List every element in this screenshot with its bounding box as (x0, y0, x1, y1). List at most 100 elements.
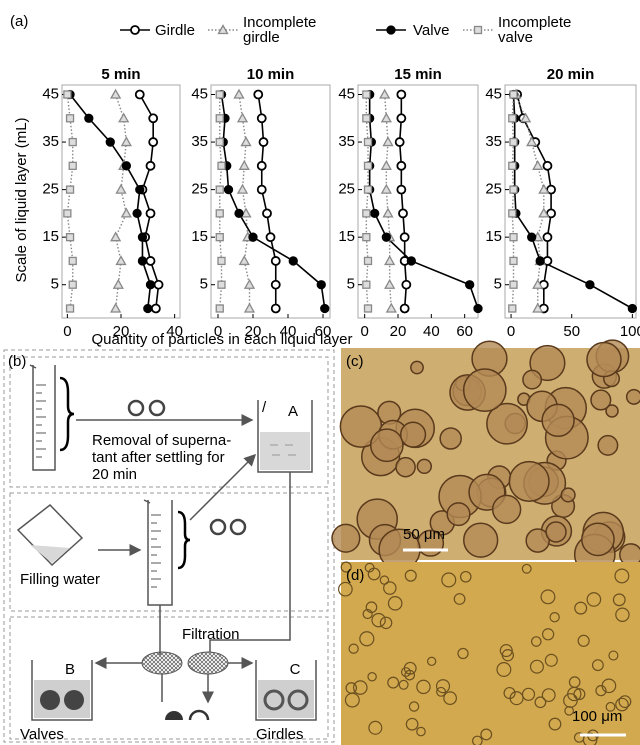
liquid (258, 680, 314, 718)
particle (435, 679, 451, 694)
point (508, 161, 517, 170)
point (384, 278, 396, 289)
particle (586, 341, 622, 378)
point (382, 207, 394, 218)
series-line (69, 94, 152, 309)
particle (387, 596, 403, 611)
point (65, 233, 75, 242)
frame (9, 616, 329, 740)
point (217, 280, 226, 289)
y-tick-label: 25 (191, 181, 208, 198)
brace (177, 510, 191, 570)
particle (400, 667, 411, 678)
point (110, 302, 122, 313)
beaker (255, 660, 317, 721)
particle (416, 679, 431, 695)
particle (540, 589, 556, 605)
particle (345, 682, 358, 694)
particle (369, 428, 404, 463)
particle (127, 399, 145, 417)
point (396, 160, 407, 171)
particle (371, 612, 386, 628)
y-tick-label: 35 (42, 133, 59, 150)
particle (416, 458, 433, 475)
frame (9, 492, 329, 612)
point (68, 137, 77, 147)
valve-icon (165, 711, 183, 720)
particle (410, 360, 424, 375)
y-tick-label: 5 (200, 276, 208, 293)
point (110, 88, 122, 99)
particle (387, 676, 400, 689)
y-tick-label: 15 (191, 228, 208, 245)
point (115, 183, 127, 194)
particle (446, 502, 471, 527)
point (406, 256, 416, 266)
point (363, 185, 373, 194)
point (401, 279, 412, 290)
particle (416, 726, 426, 737)
point (215, 304, 224, 313)
point (223, 184, 234, 195)
point (253, 89, 264, 100)
particle (472, 735, 483, 745)
beaker (257, 400, 313, 473)
particle (404, 669, 416, 681)
particle (426, 656, 437, 667)
point (148, 113, 159, 124)
x-tick-label: 50 (563, 323, 580, 340)
filter (187, 651, 229, 675)
particle (549, 611, 560, 623)
point (379, 88, 391, 99)
particle (453, 593, 466, 605)
x-tick-label: 0 (360, 323, 368, 340)
point (508, 304, 517, 313)
point (256, 184, 267, 195)
beaker-label: C (290, 661, 301, 678)
particle (408, 701, 420, 712)
point (68, 256, 77, 266)
y-tick-label: 5 (494, 276, 502, 293)
particle (529, 659, 544, 674)
point (399, 303, 410, 314)
brace (59, 376, 75, 452)
particle (577, 634, 590, 647)
step-text: tant after settling for (92, 449, 225, 466)
scale-bar-label: 50 μm (403, 526, 445, 543)
point (362, 233, 371, 242)
point (270, 279, 281, 290)
series-line (511, 94, 515, 309)
flow-line (159, 472, 291, 655)
point (394, 137, 405, 147)
scale-bar-label: 100 μm (572, 708, 622, 725)
point (121, 161, 132, 171)
point (153, 279, 164, 290)
point (120, 136, 132, 147)
x-tick-label: 40 (423, 323, 440, 340)
point (215, 209, 224, 218)
point (473, 303, 483, 314)
x-tick-label: 20 (245, 323, 262, 340)
particle (582, 732, 598, 745)
point (135, 184, 145, 195)
particle (541, 403, 575, 438)
particle (612, 593, 626, 607)
valve-icon (64, 690, 84, 710)
series-line (114, 94, 128, 309)
particle (595, 685, 607, 697)
particle (459, 570, 472, 583)
particle (614, 568, 630, 584)
particle (480, 728, 493, 741)
particle (605, 404, 619, 418)
y-tick-label: 25 (42, 181, 59, 198)
point (546, 184, 556, 195)
point (288, 256, 298, 266)
point (68, 161, 77, 170)
panel-label: (c) (346, 353, 364, 370)
y-tick-label: 35 (485, 133, 502, 150)
particle (590, 389, 612, 411)
particle (530, 636, 542, 647)
particle (367, 672, 377, 682)
particle (383, 581, 397, 595)
point (473, 25, 483, 35)
